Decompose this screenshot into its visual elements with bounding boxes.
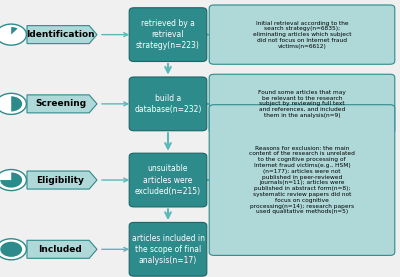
Text: Identification: Identification <box>26 30 95 39</box>
Wedge shape <box>0 173 22 188</box>
Text: unsuitable
articles were
excluded(n=215): unsuitable articles were excluded(n=215) <box>135 165 201 196</box>
FancyBboxPatch shape <box>129 153 207 207</box>
Wedge shape <box>11 96 22 111</box>
Text: Screening: Screening <box>35 99 86 108</box>
Polygon shape <box>27 240 97 258</box>
Text: Included: Included <box>38 245 82 254</box>
Polygon shape <box>27 171 97 189</box>
Circle shape <box>0 242 22 257</box>
Circle shape <box>0 239 26 260</box>
FancyBboxPatch shape <box>129 8 207 61</box>
FancyBboxPatch shape <box>129 222 207 276</box>
Text: build a
database(n=232): build a database(n=232) <box>134 94 202 114</box>
Text: Reasons for exclusion: the main
content of the research is unrelated
to the cogn: Reasons for exclusion: the main content … <box>249 146 355 214</box>
Polygon shape <box>27 26 97 43</box>
Text: Initial retrieval according to the
search strategy(n=6835);
eliminating articles: Initial retrieval according to the searc… <box>253 20 351 49</box>
Text: articles included in
the scope of final
analysis(n=17): articles included in the scope of final … <box>132 234 204 265</box>
FancyBboxPatch shape <box>129 77 207 131</box>
Text: retrieved by a
retrieval
strategy(n=223): retrieved by a retrieval strategy(n=223) <box>136 19 200 50</box>
Circle shape <box>0 24 26 45</box>
Polygon shape <box>27 95 97 113</box>
Circle shape <box>0 170 26 191</box>
FancyBboxPatch shape <box>209 74 395 134</box>
Text: Found some articles that may
be relevant to the research
subject by reviewing fu: Found some articles that may be relevant… <box>258 90 346 118</box>
FancyBboxPatch shape <box>209 105 395 255</box>
Text: Eligibility: Eligibility <box>36 176 84 184</box>
Circle shape <box>0 93 26 114</box>
Wedge shape <box>11 27 18 35</box>
FancyBboxPatch shape <box>209 5 395 64</box>
